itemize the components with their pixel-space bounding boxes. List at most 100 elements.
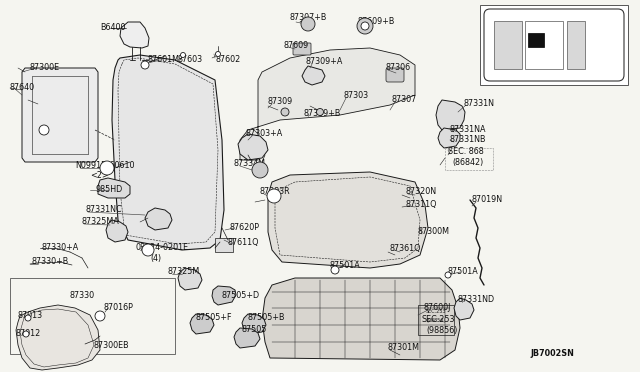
Circle shape	[23, 331, 29, 337]
Polygon shape	[145, 208, 172, 230]
Text: 87505+D: 87505+D	[222, 292, 260, 301]
Circle shape	[216, 51, 221, 57]
Text: 87602: 87602	[215, 55, 240, 64]
Text: 87012: 87012	[15, 330, 40, 339]
Text: 87320N: 87320N	[405, 187, 436, 196]
Polygon shape	[120, 22, 149, 48]
Text: 87505: 87505	[242, 326, 268, 334]
Text: 87019N: 87019N	[472, 196, 503, 205]
Text: <2>: <2>	[90, 171, 109, 180]
Text: 87300M: 87300M	[418, 228, 450, 237]
Text: 87300EB: 87300EB	[93, 340, 129, 350]
Text: N0991B-60610: N0991B-60610	[75, 161, 134, 170]
Circle shape	[100, 161, 114, 175]
Text: 87303+A: 87303+A	[245, 129, 282, 138]
Bar	[418, 305, 454, 335]
Polygon shape	[454, 298, 474, 320]
Text: (98856): (98856)	[426, 326, 458, 334]
FancyBboxPatch shape	[293, 43, 311, 55]
Bar	[525, 21, 563, 69]
Text: 87361Q: 87361Q	[390, 244, 422, 253]
Circle shape	[331, 266, 339, 274]
Text: 87640: 87640	[10, 83, 35, 93]
Text: SEC. 868: SEC. 868	[448, 148, 484, 157]
Text: 87331ND: 87331ND	[458, 295, 495, 305]
Text: 87620P: 87620P	[230, 224, 260, 232]
Polygon shape	[98, 178, 130, 198]
Bar	[215, 238, 233, 252]
Text: 87334M: 87334M	[234, 160, 266, 169]
Text: 87307+B: 87307+B	[290, 13, 328, 22]
Text: 87311Q: 87311Q	[405, 199, 436, 208]
Polygon shape	[242, 314, 266, 334]
Circle shape	[25, 315, 31, 321]
Text: 87505+B: 87505+B	[248, 314, 285, 323]
Polygon shape	[212, 286, 236, 305]
Polygon shape	[106, 220, 128, 242]
Circle shape	[317, 109, 323, 115]
Text: 87300E: 87300E	[30, 64, 60, 73]
Text: 87501A: 87501A	[448, 267, 479, 276]
Polygon shape	[16, 305, 100, 370]
Circle shape	[95, 311, 105, 321]
Text: N: N	[108, 166, 112, 170]
Circle shape	[357, 18, 373, 34]
Text: JB7002SN: JB7002SN	[530, 350, 574, 359]
Circle shape	[301, 17, 315, 31]
Text: 87309: 87309	[268, 97, 293, 106]
Text: 87325M: 87325M	[168, 267, 200, 276]
Polygon shape	[436, 100, 465, 130]
Circle shape	[281, 108, 289, 116]
Bar	[480, 5, 628, 85]
Circle shape	[445, 272, 451, 278]
Text: 87609+B: 87609+B	[358, 17, 396, 26]
Bar	[494, 21, 522, 69]
Polygon shape	[22, 68, 98, 162]
Text: (98856): (98856)	[426, 318, 445, 323]
Circle shape	[180, 52, 186, 58]
Polygon shape	[190, 314, 214, 334]
Text: (86842): (86842)	[452, 157, 483, 167]
FancyBboxPatch shape	[386, 68, 404, 82]
Polygon shape	[178, 268, 202, 290]
Text: 87601M: 87601M	[148, 55, 180, 64]
FancyBboxPatch shape	[484, 9, 624, 81]
Polygon shape	[302, 66, 325, 85]
Text: 87331NA: 87331NA	[450, 125, 486, 135]
Text: 87330+A: 87330+A	[42, 244, 79, 253]
Text: 87331N: 87331N	[463, 99, 494, 108]
Text: 87609: 87609	[283, 41, 308, 49]
Bar	[445, 148, 493, 170]
Text: (4): (4)	[150, 253, 161, 263]
Bar	[528, 33, 544, 47]
Circle shape	[39, 125, 49, 135]
Text: 87301M: 87301M	[388, 343, 420, 353]
Text: 87307: 87307	[392, 96, 417, 105]
Text: 08124-0201E: 08124-0201E	[135, 244, 188, 253]
Polygon shape	[240, 48, 415, 160]
Text: 87383R: 87383R	[260, 187, 291, 196]
Text: 87505+F: 87505+F	[196, 314, 232, 323]
Text: 87303: 87303	[343, 92, 368, 100]
Text: 87309+A: 87309+A	[305, 58, 342, 67]
Text: 87330+B: 87330+B	[32, 257, 69, 266]
Text: 87501A: 87501A	[330, 260, 361, 269]
Text: 87600J: 87600J	[424, 304, 451, 312]
Bar	[10, 278, 175, 354]
Text: 87611Q: 87611Q	[228, 237, 259, 247]
Polygon shape	[438, 128, 460, 148]
Bar	[567, 21, 585, 69]
Text: 87306: 87306	[385, 64, 410, 73]
Polygon shape	[268, 172, 428, 268]
Circle shape	[142, 244, 154, 256]
Text: 87330: 87330	[70, 291, 95, 299]
Text: B6400: B6400	[100, 23, 125, 32]
Text: SEC.253: SEC.253	[426, 309, 446, 314]
Circle shape	[361, 22, 369, 30]
Circle shape	[267, 189, 281, 203]
Text: 87013: 87013	[18, 311, 43, 321]
Polygon shape	[234, 328, 260, 348]
Circle shape	[141, 61, 149, 69]
Text: 87325MA: 87325MA	[82, 218, 120, 227]
Text: 87331NB: 87331NB	[450, 135, 486, 144]
